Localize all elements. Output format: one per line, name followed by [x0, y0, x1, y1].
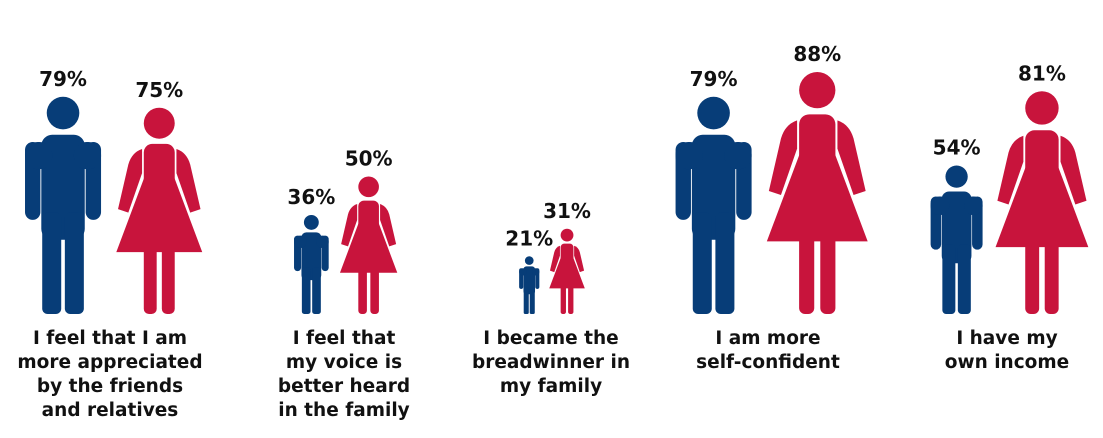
woman-figure-2: [339, 176, 398, 314]
women-value-label-5: 81%: [1018, 61, 1066, 85]
category-label-3: I became the breadwinner in my family: [471, 328, 631, 397]
man-figure-1: [25, 96, 102, 314]
men-value-label-1: 79%: [39, 67, 87, 91]
women-value-label-1: 75%: [135, 78, 183, 102]
men-value-label-4: 79%: [690, 67, 738, 91]
woman-figure-1: [116, 107, 203, 314]
woman-figure-4: [766, 72, 868, 314]
woman-figure-5: [995, 91, 1089, 315]
women-value-label-4: 88%: [793, 42, 841, 66]
figure-group-3: 21%31%: [505, 199, 591, 314]
figure-group-2: 36% 50%: [287, 147, 398, 314]
category-label-5: I have my own income: [944, 328, 1070, 373]
figure-group-5: 54% 81%: [930, 61, 1089, 315]
men-value-label-3: 21%: [505, 226, 553, 250]
category-label-4: I am more self-confident: [696, 328, 840, 373]
women-value-label-3: 31%: [543, 199, 591, 223]
figure-group-4: 79% 88%: [675, 42, 868, 314]
women-value-label-2: 50%: [345, 147, 393, 171]
category-label-1: I feel that I am more appreciated by the…: [17, 328, 203, 421]
woman-figure-3: [549, 228, 585, 314]
man-figure-5: [930, 165, 983, 314]
man-figure-4: [675, 96, 752, 314]
man-figure-2: [294, 215, 329, 314]
men-value-label-2: 36%: [287, 185, 335, 209]
figure-group-1: 79% 75%: [25, 67, 203, 314]
man-figure-3: [519, 256, 540, 314]
category-label-2: I feel that my voice is better heard in …: [277, 328, 411, 421]
men-value-label-5: 54%: [933, 136, 981, 160]
